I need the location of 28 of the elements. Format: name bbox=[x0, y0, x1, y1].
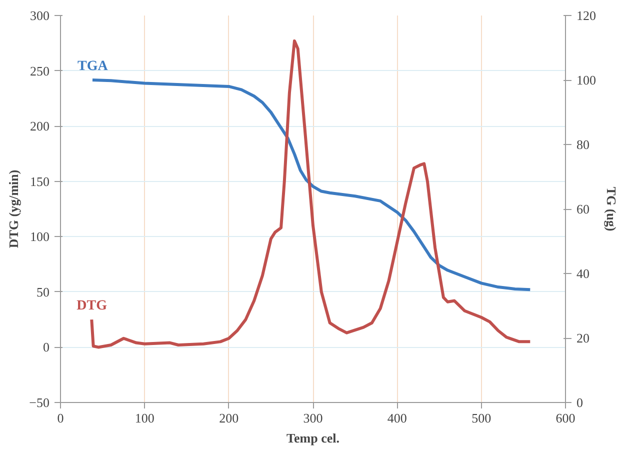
y-tick-label: 300 bbox=[30, 8, 50, 23]
x-tick-label: 300 bbox=[303, 410, 323, 426]
x-tick-label: 600 bbox=[556, 410, 576, 426]
y2-tick-label: 100 bbox=[576, 72, 596, 88]
series-label: TGA bbox=[77, 59, 109, 74]
y2-tick-label: 20 bbox=[576, 330, 590, 346]
y2-axis-title: TG (ug) bbox=[604, 186, 619, 232]
x-tick-label: 100 bbox=[134, 410, 154, 426]
y-tick-label: 150 bbox=[30, 174, 50, 189]
y2-tick-label: 80 bbox=[576, 137, 590, 152]
y2-tick-label: 40 bbox=[576, 266, 590, 281]
y-axis-title: DTG (yg/min) bbox=[6, 170, 22, 248]
x-tick-label: 400 bbox=[387, 410, 407, 426]
y-tick-label: 250 bbox=[30, 63, 50, 78]
y-tick-label: 0 bbox=[43, 340, 50, 355]
y-tick-label: −50 bbox=[29, 395, 50, 410]
line-series bbox=[90, 78, 532, 292]
y-tick-label: 100 bbox=[30, 229, 50, 244]
y2-tick-label: 0 bbox=[576, 395, 583, 410]
y2-tick-label: 120 bbox=[576, 8, 596, 23]
x-tick-label: 200 bbox=[219, 410, 239, 426]
y-tick-label: 200 bbox=[30, 118, 50, 134]
x-axis-title: Temp cel. bbox=[286, 430, 340, 446]
y-tick-label: 50 bbox=[36, 284, 50, 300]
series-label: DTG bbox=[76, 298, 108, 314]
y2-tick-label: 60 bbox=[576, 202, 590, 216]
x-tick-label: 500 bbox=[472, 410, 492, 426]
x-tick-label: 0 bbox=[57, 410, 64, 426]
